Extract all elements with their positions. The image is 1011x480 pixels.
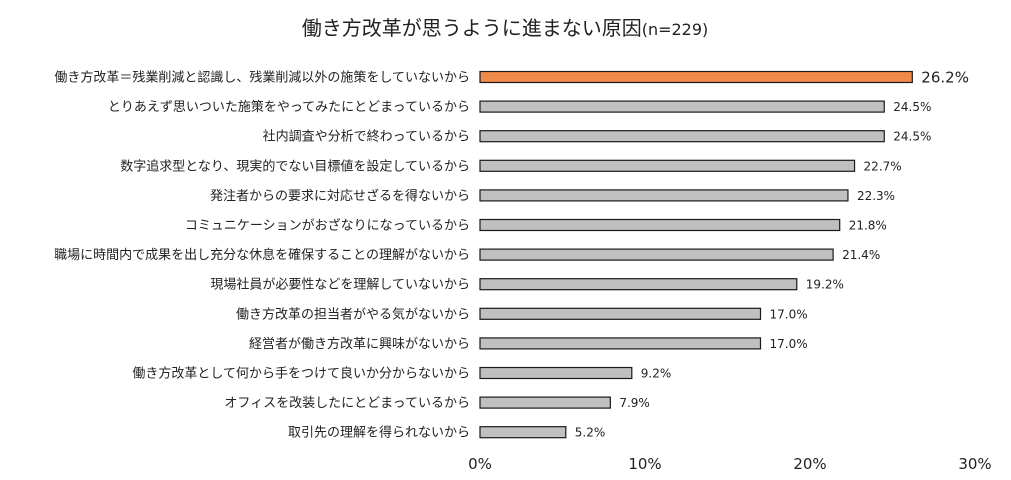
- bar: [479, 307, 762, 320]
- bar: [479, 218, 841, 232]
- value-label: 21.8%: [849, 219, 887, 233]
- category-label: 取引先の理解を得られないから: [288, 425, 470, 441]
- bar: [479, 130, 885, 143]
- chart-subtitle: (n=229): [642, 20, 709, 39]
- value-label: 21.4%: [842, 248, 880, 262]
- category-label: 社内調査や分析で終わっているから: [263, 129, 470, 145]
- value-label: 26.2%: [921, 69, 969, 87]
- value-label: 17.0%: [770, 307, 808, 321]
- category-label: 発注者からの要求に対応せざるを得ないから: [210, 188, 470, 204]
- value-label: 9.2%: [641, 367, 672, 381]
- bar: [479, 189, 849, 202]
- value-label: 22.3%: [857, 189, 895, 203]
- category-label: とりあえず思いついた施策をやってみたにとどまっているから: [108, 99, 470, 115]
- bars: 働き方改革＝残業削減と認識し、残業削減以外の施策をしていないから 26.2% とりあ…: [54, 69, 969, 441]
- bar: [479, 70, 913, 84]
- x-axis-ticks: 0% 10% 20% 30%: [468, 455, 992, 473]
- category-label: 働き方改革＝残業削減と認識し、残業削減以外の施策をしていないから: [54, 70, 470, 86]
- value-label: 7.9%: [619, 396, 650, 410]
- category-label: 数字追求型となり、現実的でない目標値を設定しているから: [120, 158, 470, 174]
- category-label: 職場に時間内で成果を出し充分な休息を確保することの理解がないから: [54, 247, 470, 263]
- category-label: オフィスを改装したにとどまっているから: [224, 396, 470, 411]
- category-label: 働き方改革の担当者がやる気がないから: [236, 306, 470, 322]
- x-tick-label: 30%: [958, 455, 991, 473]
- bar: [479, 366, 633, 380]
- bar: [479, 248, 834, 261]
- bar: [479, 278, 798, 291]
- value-label: 24.5%: [893, 100, 931, 114]
- value-label: 19.2%: [806, 278, 844, 292]
- value-label: 5.2%: [575, 426, 606, 440]
- category-label: 働き方改革として何から手をつけて良いか分からないから: [132, 366, 470, 382]
- bar: [479, 159, 856, 172]
- bar: [479, 337, 762, 350]
- bar: [479, 426, 567, 439]
- value-label: 17.0%: [770, 337, 808, 351]
- x-tick-label: 20%: [793, 455, 826, 473]
- chart-title: 働き方改革が思うように進まない原因(n=229): [302, 16, 709, 40]
- chart-title-main: 働き方改革が思うように進まない原因: [302, 16, 642, 40]
- x-tick-label: 10%: [628, 455, 661, 473]
- category-label: 現場社員が必要性などを理解していないから: [210, 277, 470, 293]
- x-tick-label: 0%: [468, 455, 492, 473]
- category-label: コミュニケーションがおざなりになっているから: [185, 218, 470, 234]
- value-label: 22.7%: [864, 159, 902, 173]
- category-label: 経営者が働き方改革に興味がないから: [249, 336, 470, 352]
- bar: [479, 100, 885, 113]
- value-label: 24.5%: [893, 130, 931, 144]
- bar: [479, 396, 611, 409]
